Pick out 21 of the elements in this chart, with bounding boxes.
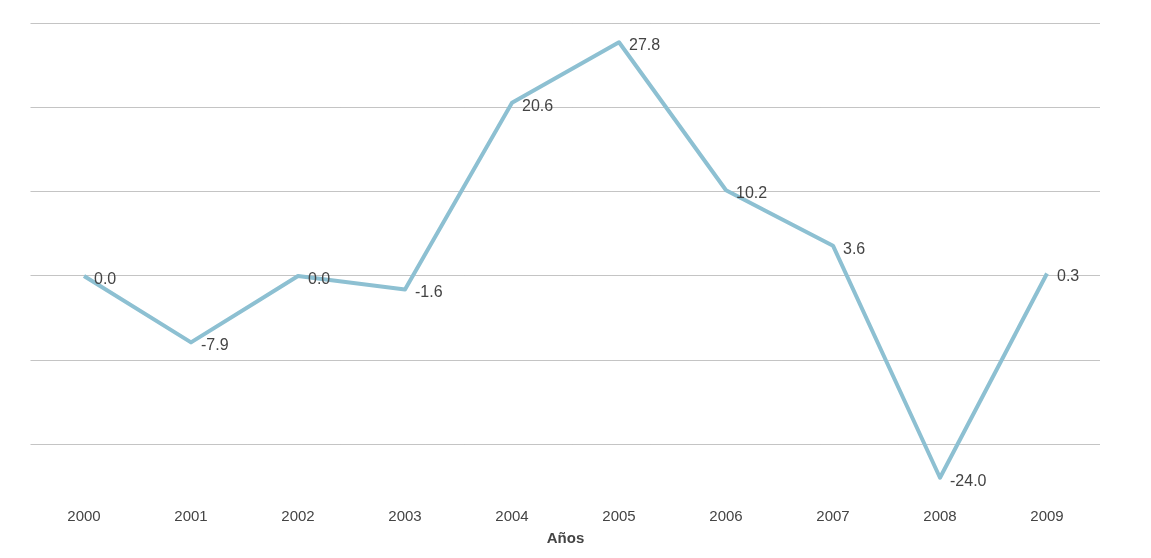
- data-label: 27.8: [629, 36, 661, 54]
- data-label: 0.0: [308, 269, 331, 287]
- data-label: 3.6: [843, 239, 866, 257]
- data-label: -24.0: [950, 471, 987, 489]
- data-label: 0.3: [1057, 267, 1080, 285]
- x-tick-label: 2007: [816, 506, 850, 524]
- data-label: -1.6: [415, 283, 443, 301]
- x-tick-label: 2002: [281, 506, 315, 524]
- data-label: 10.2: [736, 184, 768, 202]
- x-tick-label: 2005: [602, 506, 636, 524]
- x-axis-title: Años: [546, 528, 585, 546]
- x-tick-label: 2009: [1030, 506, 1064, 524]
- x-tick-label: 2001: [174, 506, 208, 524]
- x-tick-label: 2008: [923, 506, 957, 524]
- x-tick-label: 2000: [67, 506, 101, 524]
- data-label: 20.6: [522, 96, 554, 114]
- x-tick-label: 2003: [388, 506, 422, 524]
- x-tick-label: 2006: [709, 506, 743, 524]
- data-label: -7.9: [201, 336, 229, 354]
- x-tick-label: 2004: [495, 506, 529, 524]
- data-label: 0.0: [94, 269, 117, 287]
